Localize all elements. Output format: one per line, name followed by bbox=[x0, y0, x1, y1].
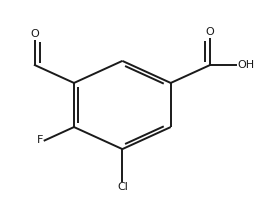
Text: Cl: Cl bbox=[117, 182, 128, 192]
Text: OH: OH bbox=[238, 60, 255, 70]
Text: F: F bbox=[37, 135, 43, 146]
Text: O: O bbox=[206, 27, 214, 37]
Text: O: O bbox=[30, 29, 39, 39]
